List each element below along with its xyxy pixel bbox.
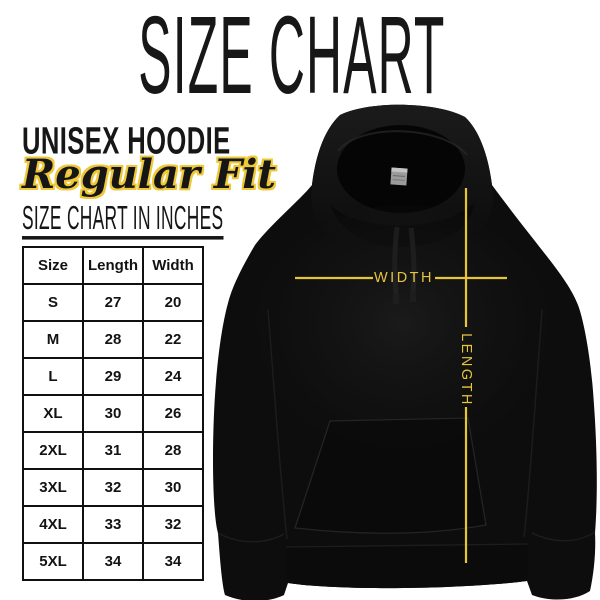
length-cell: 33 <box>82 505 144 544</box>
table-header-row: Size Length Width <box>22 246 204 285</box>
neck-tag <box>390 167 408 186</box>
table-row: 5XL 34 34 <box>22 542 204 581</box>
size-table: Size Length Width S 27 20 M 28 22 L 29 2… <box>22 246 204 581</box>
table-row: 4XL 33 32 <box>22 505 204 544</box>
width-cell: 24 <box>142 357 204 396</box>
width-cell: 30 <box>142 468 204 507</box>
length-cell: 34 <box>82 542 144 581</box>
hem-band <box>286 544 528 589</box>
left-cuff-seam <box>217 532 285 543</box>
fabric-highlight <box>247 205 557 485</box>
left-sleeve-seam <box>267 309 288 540</box>
size-cell: XL <box>22 394 84 433</box>
size-cell: M <box>22 320 84 359</box>
length-cell: 31 <box>82 431 144 470</box>
length-cell: 27 <box>82 283 144 322</box>
hood-rim-highlight <box>337 130 468 156</box>
hem-seam <box>285 543 529 548</box>
col-header-length: Length <box>82 246 144 285</box>
right-cuff-seam <box>531 531 596 542</box>
col-header-width: Width <box>142 246 204 285</box>
table-heading: SIZE CHART IN INCHES <box>22 201 224 240</box>
width-cell: 28 <box>142 431 204 470</box>
size-cell: 3XL <box>22 468 84 507</box>
right-sleeve-seam <box>523 309 543 538</box>
table-row: S 27 20 <box>22 283 204 322</box>
length-cell: 32 <box>82 468 144 507</box>
width-cell: 32 <box>142 505 204 544</box>
size-cell: L <box>22 357 84 396</box>
size-cell: 4XL <box>22 505 84 544</box>
table-row: XL 30 26 <box>22 394 204 433</box>
product-name: UNISEX HOODIE <box>22 118 231 162</box>
size-cell: 5XL <box>22 542 84 581</box>
fit-label: Regular Fit <box>22 151 276 198</box>
kangaroo-pocket <box>294 417 487 534</box>
length-label: LENGTH <box>458 333 474 407</box>
width-cell: 20 <box>142 283 204 322</box>
hoodie-photo: WIDTH LENGTH <box>213 104 597 600</box>
length-cell: 28 <box>82 320 144 359</box>
measurement-overlay <box>295 188 507 563</box>
width-cell: 26 <box>142 394 204 433</box>
col-header-size: Size <box>22 246 84 285</box>
table-row: M 28 22 <box>22 320 204 359</box>
length-cell: 30 <box>82 394 144 433</box>
size-cell: S <box>22 283 84 322</box>
table-row: 3XL 32 30 <box>22 468 204 507</box>
table-row: 2XL 31 28 <box>22 431 204 470</box>
width-cell: 22 <box>142 320 204 359</box>
table-row: L 29 24 <box>22 357 204 396</box>
length-cell: 29 <box>82 357 144 396</box>
width-label: WIDTH <box>374 270 434 286</box>
size-cell: 2XL <box>22 431 84 470</box>
width-cell: 34 <box>142 542 204 581</box>
